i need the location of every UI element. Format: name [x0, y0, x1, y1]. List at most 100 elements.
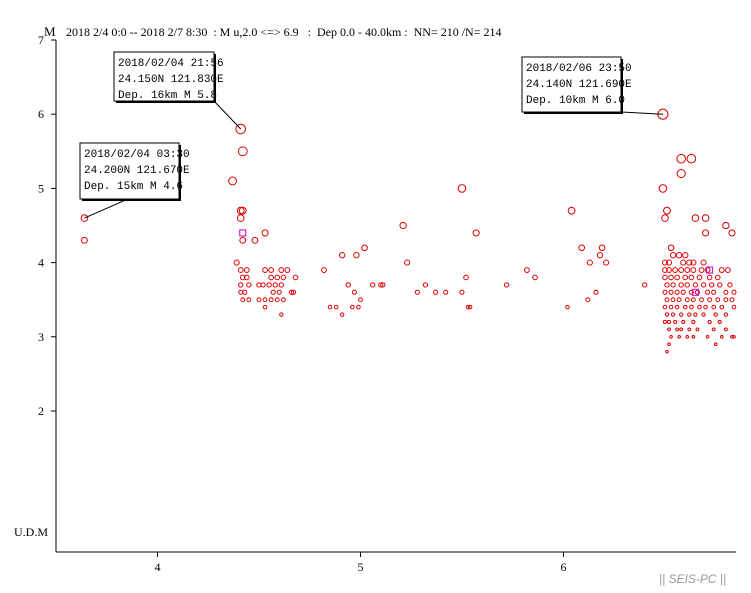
quake-point [723, 312, 729, 317]
quake-point [676, 153, 686, 164]
quake-point [662, 289, 668, 295]
quake-point [80, 214, 89, 222]
quake-point [701, 214, 710, 222]
quake-point [690, 297, 696, 303]
quake-point [676, 169, 686, 179]
quake-point [268, 274, 274, 281]
quake-point [724, 267, 731, 273]
quake-point [578, 244, 586, 252]
quake-point [270, 289, 276, 295]
quake-point [674, 289, 680, 295]
quake-point [713, 312, 718, 317]
quake-point [262, 267, 268, 273]
quake-point [422, 282, 429, 288]
quake-point [274, 274, 281, 281]
callout-box [79, 142, 180, 200]
quake-point [689, 304, 694, 310]
quake-point [333, 304, 339, 310]
quake-point [260, 282, 266, 288]
quake-point [708, 282, 715, 288]
quake-point [731, 304, 737, 310]
quake-point [284, 267, 291, 273]
quake-point [669, 335, 673, 339]
event-callouts: 2018/02/04 03:30 24.200N 121.670E Dep. 15k… [79, 51, 663, 219]
x-tick-label: 4 [154, 560, 160, 574]
quake-point [684, 282, 690, 288]
quake-point [662, 274, 668, 281]
quake-point [459, 289, 465, 295]
quake-point [681, 319, 686, 325]
quake-point [274, 297, 280, 303]
quake-point [684, 297, 690, 303]
quake-point [686, 259, 693, 266]
quake-point [690, 267, 697, 273]
quake-point [675, 327, 680, 332]
callout-leader-line [620, 111, 663, 115]
callout-text-line: 24.150N 121.830E [118, 74, 224, 86]
quake-point [665, 259, 673, 266]
quake-point [262, 304, 268, 310]
quake-point [695, 327, 700, 332]
quake-point [358, 297, 363, 303]
quake-point [717, 282, 723, 288]
quake-point [268, 267, 275, 273]
quake-point [686, 153, 697, 164]
quake-point [714, 274, 721, 281]
quake-point [662, 304, 668, 310]
quake-point [680, 259, 687, 266]
quake-point [399, 221, 407, 230]
quake-point [503, 282, 510, 288]
quake-point [661, 259, 669, 266]
quake-point [664, 297, 670, 303]
quake-point [666, 319, 672, 325]
event-callout: 2018/02/06 23:50 24.140N 121.690E Dep. 10k… [521, 56, 663, 115]
quake-point [662, 267, 668, 273]
quake-point [694, 289, 700, 295]
quake-point [729, 297, 735, 303]
quake-point [532, 274, 538, 281]
quake-point [339, 252, 346, 259]
y-tick-label: 3 [38, 330, 44, 344]
quake-point [290, 289, 297, 295]
quake-point [414, 289, 420, 295]
y-axis-symbol: M [44, 24, 56, 39]
quake-point [682, 304, 688, 310]
quake-point [677, 335, 681, 339]
quake-point [688, 289, 694, 295]
x-tick-label: 5 [357, 560, 363, 574]
quake-point [679, 312, 684, 317]
quake-point [80, 236, 88, 244]
header-text: 2018 2/4 0:0 -- 2018 2/7 8:30 : M u,2.0 … [66, 25, 502, 39]
quake-point [711, 304, 716, 310]
seis-pc-credit: || SEIS-PC || [659, 572, 726, 586]
quake-point [713, 342, 718, 347]
quake-point [700, 259, 707, 266]
y-tick-label: 6 [38, 107, 44, 121]
quake-point [718, 267, 725, 273]
quake-point [702, 229, 710, 237]
quake-point [670, 282, 676, 288]
x-tick-label: 6 [560, 560, 566, 574]
quake-point [239, 236, 247, 244]
quake-point [251, 236, 259, 244]
quake-point [665, 349, 669, 354]
quake-point [707, 319, 712, 325]
quake-point [667, 327, 671, 332]
quake-point [691, 335, 696, 339]
quake-point [678, 267, 685, 273]
quake-point [567, 206, 576, 215]
quake-point [272, 282, 278, 288]
callout-text-line: 24.200N 121.670E [84, 165, 190, 177]
quake-point [236, 206, 245, 215]
callout-text-line: Dep. 10km M 6.0 [526, 95, 625, 107]
y-axis-ticks: 2 3 4 5 6 7 [38, 33, 56, 418]
quake-point [596, 252, 604, 259]
quake-point [698, 267, 705, 273]
quake-point [664, 312, 670, 317]
quake-point [321, 267, 327, 273]
quake-point [700, 282, 707, 288]
quake-point [690, 259, 697, 266]
quake-point [228, 176, 238, 186]
quake-point [641, 282, 648, 288]
quake-point [705, 335, 710, 339]
